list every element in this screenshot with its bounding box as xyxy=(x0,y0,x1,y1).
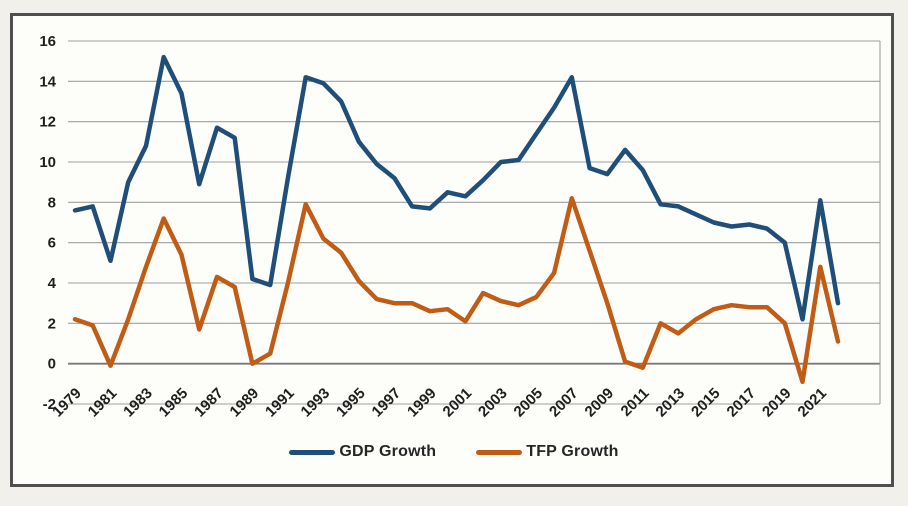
x-tick-label: 2007 xyxy=(546,385,582,421)
series-lines xyxy=(72,54,841,385)
y-tick-label: 10 xyxy=(39,154,56,171)
y-tick-label: 14 xyxy=(39,73,56,90)
y-tick-label: 16 xyxy=(39,33,56,50)
legend-label-gdp-growth: GDP Growth xyxy=(339,443,437,460)
y-tick-label: 8 xyxy=(48,194,56,211)
x-tick-label: 1983 xyxy=(120,385,156,421)
y-tick-label: 0 xyxy=(48,356,56,373)
x-axis-labels: 1979 1981 1983 1985 1987 1989 1991 1993 1995 1997… xyxy=(49,385,830,421)
chart-legend: GDP Growth TFP Growth xyxy=(0,443,908,461)
x-tick-label: 2001 xyxy=(440,385,476,421)
x-tick-label: 1993 xyxy=(298,385,334,421)
x-tick-label: 2011 xyxy=(618,385,653,420)
x-tick-label: 2019 xyxy=(759,385,795,421)
y-tick-label: 2 xyxy=(48,315,56,332)
x-tick-label: 1999 xyxy=(404,385,440,421)
tfp-growth-line xyxy=(72,196,841,385)
x-tick-label: 1995 xyxy=(333,385,369,421)
y-tick-label: 4 xyxy=(48,275,57,292)
legend-label-tfp-growth: TFP Growth xyxy=(526,443,619,460)
gdp-growth-line xyxy=(72,54,841,322)
x-tick-label: 1987 xyxy=(191,385,227,421)
x-tick-label: 2013 xyxy=(653,385,689,421)
x-tick-label: 1979 xyxy=(49,385,85,421)
tfp-growth-line-swatch xyxy=(476,449,523,455)
x-tick-label: 1981 xyxy=(85,385,121,421)
x-tick-label: 2015 xyxy=(688,385,724,421)
y-tick-label: 12 xyxy=(39,114,56,131)
x-tick-label: 2005 xyxy=(511,385,547,421)
y-axis-labels: 16 14 12 10 8 6 4 2 0 -2 xyxy=(39,33,56,413)
legend-item-gdp-growth: GDP Growth xyxy=(289,443,436,461)
x-tick-label: 2017 xyxy=(724,385,760,421)
legend-item-tfp-growth: TFP Growth xyxy=(476,443,618,461)
gdp-growth-line-swatch xyxy=(289,449,336,455)
gridlines xyxy=(68,40,881,405)
x-tick-label: 2021 xyxy=(795,385,831,421)
x-tick-label: 2009 xyxy=(582,385,618,421)
y-tick-label: 6 xyxy=(48,235,56,252)
x-tick-label: 1985 xyxy=(156,385,192,421)
x-tick-label: 1989 xyxy=(227,385,263,421)
x-tick-label: 1991 xyxy=(262,385,298,421)
x-tick-label: 2003 xyxy=(475,385,511,421)
y-tick-label: -2 xyxy=(43,396,56,413)
x-tick-label: 1997 xyxy=(369,385,405,421)
